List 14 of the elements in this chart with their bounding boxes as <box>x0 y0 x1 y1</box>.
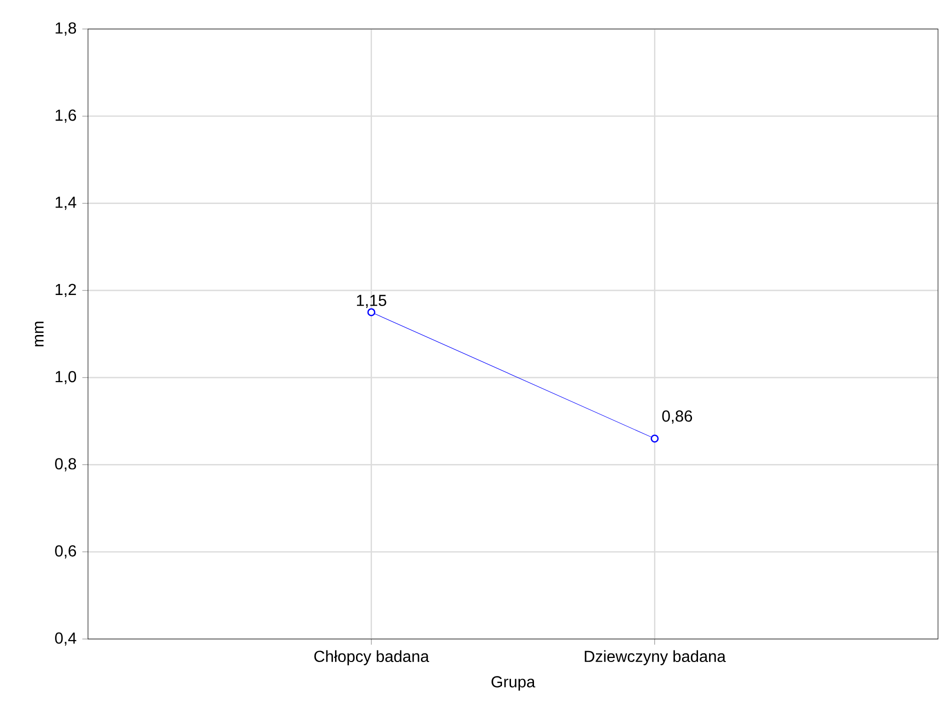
y-axis-title: mm <box>34 322 44 346</box>
x-tick-label: Dziewczyny badana <box>584 650 726 666</box>
y-tick-label: 1,2 <box>56 284 76 298</box>
y-tick-label: 0,6 <box>55 545 76 558</box>
y-tick-label: 1,0 <box>56 370 76 384</box>
x-tick-label: Chłopcy badana <box>314 650 430 666</box>
x-axis-title: Grupa <box>492 676 536 691</box>
y-tick-label: 1,8 <box>56 22 76 36</box>
data-label: 1,15 <box>356 294 386 308</box>
y-tick-label: 1,4 <box>56 196 76 210</box>
data-label: 0,86 <box>662 410 692 424</box>
y-tick-label: 0,8 <box>55 458 76 472</box>
y-tick-label: 0,4 <box>55 632 76 646</box>
y-tick-label: 1,6 <box>56 110 76 123</box>
